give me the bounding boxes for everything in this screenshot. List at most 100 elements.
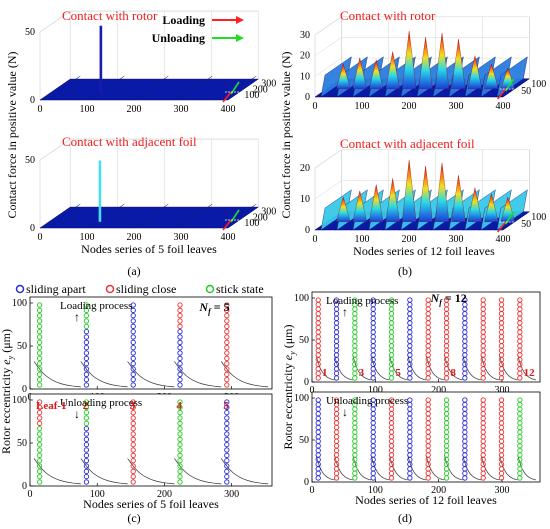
scatter-point — [177, 371, 183, 377]
y-axis-label-b: Contact force in positive value (N) — [279, 52, 293, 219]
scatter-point — [130, 479, 136, 485]
scatter-point — [130, 345, 136, 351]
force-peak — [336, 196, 351, 222]
x-tick-label: 200 — [402, 101, 417, 112]
leaf-label: 5 — [395, 367, 401, 379]
gap-curve — [370, 354, 390, 381]
z-gridline — [39, 10, 71, 33]
leaf-label: 1 — [322, 367, 328, 379]
scatter-point — [224, 307, 230, 313]
scatter-point — [130, 371, 136, 377]
scatter-point — [130, 339, 136, 345]
scatter-point — [130, 404, 136, 410]
gap-curve — [443, 354, 463, 381]
scatter-point — [130, 420, 136, 426]
scatter-point — [83, 431, 90, 437]
scatter-point — [224, 479, 230, 485]
scatter-point — [370, 397, 376, 403]
scatter-point — [130, 366, 136, 372]
annotation-text: Contact with rotor — [62, 8, 158, 23]
panel-label: (b) — [398, 264, 412, 278]
gap-curve — [480, 454, 500, 481]
loading-arrow-mark — [222, 219, 232, 231]
x-tick-label: 0 — [310, 385, 315, 396]
y-label-unit: (μm) — [0, 329, 13, 356]
y-axis-label: Rotor eccentricity ey (μm) — [0, 329, 15, 454]
depth-tick-label: 50 — [521, 219, 531, 230]
z-gridline — [314, 16, 342, 36]
x-tick-label: 0 — [310, 485, 315, 496]
x-tick-label: 0 — [313, 234, 318, 245]
gap-curve — [80, 458, 128, 485]
depth-tick-label: 100 — [531, 212, 546, 223]
scatter-point — [36, 404, 43, 410]
nf-subscript: f — [208, 307, 212, 316]
scatter-point — [224, 318, 230, 324]
scatter-point — [177, 366, 183, 372]
scatter-point — [83, 307, 90, 313]
y-axis-label-a: Contact force in positive value (N) — [5, 52, 19, 219]
foil-fin — [133, 203, 169, 229]
scatter-point — [130, 361, 136, 367]
nf-symbol: N — [430, 291, 441, 305]
scatter-point — [224, 382, 230, 388]
x-tick-label: 100 — [80, 104, 95, 115]
scatter-point — [462, 397, 468, 403]
y-tick-label: 50 — [299, 335, 309, 346]
force-peak — [385, 51, 400, 89]
scatter-point — [36, 334, 43, 340]
scatter-point — [36, 377, 43, 383]
gap-curve — [174, 458, 222, 485]
scatter-point — [83, 377, 90, 383]
scatter-point — [36, 458, 43, 464]
scatter-point — [130, 436, 136, 442]
panel-label: (a) — [127, 264, 140, 278]
process-title: Loading process — [326, 295, 398, 307]
gap-curve — [407, 354, 427, 381]
scatter-point — [224, 452, 230, 458]
scatter-point — [83, 426, 90, 432]
scatter-point — [83, 361, 90, 367]
scatter-point — [224, 350, 230, 356]
scatter-point — [36, 339, 43, 345]
y-label-unit: (μm) — [281, 325, 295, 352]
scatter-point — [224, 442, 230, 448]
force-peak — [369, 184, 384, 222]
y-label-text: Rotor eccentricity — [281, 360, 295, 449]
annotation-text: Contact with adjacent foil — [340, 136, 475, 151]
force-peak — [484, 63, 499, 89]
gap-curve — [315, 454, 335, 481]
x-tick-label: 200 — [402, 234, 417, 245]
y-tick-label: 50 — [17, 341, 27, 352]
scatter-point — [83, 371, 90, 377]
x-tick-label: 300 — [174, 104, 189, 115]
y-tick-label: 100 — [12, 298, 27, 309]
x-tick-label: 100 — [90, 489, 105, 500]
scatter-point — [177, 355, 183, 361]
scatter-point — [130, 431, 136, 437]
scatter-point — [224, 334, 230, 340]
scatter-point — [36, 345, 43, 351]
scatter-point — [130, 452, 136, 458]
gap-curve — [127, 361, 175, 388]
x-tick-label: 0 — [313, 101, 318, 112]
scatter-point — [177, 350, 183, 356]
scatter-point — [333, 297, 340, 303]
y-tick-label: 0 — [304, 477, 309, 488]
leaf-label: 3 — [130, 400, 136, 412]
gap-curve — [370, 454, 390, 481]
scatter-point — [83, 318, 90, 324]
force-peak — [451, 39, 466, 89]
z-gridline — [314, 180, 342, 200]
scatter-point — [130, 350, 136, 356]
x-tick-label: 0 — [38, 232, 43, 243]
x-tick-label: 100 — [355, 101, 370, 112]
x-tick-label: 200 — [127, 232, 142, 243]
legend-marker — [15, 284, 25, 294]
force-peak — [99, 25, 103, 94]
gap-curve — [352, 454, 372, 481]
scatter-point — [177, 361, 183, 367]
